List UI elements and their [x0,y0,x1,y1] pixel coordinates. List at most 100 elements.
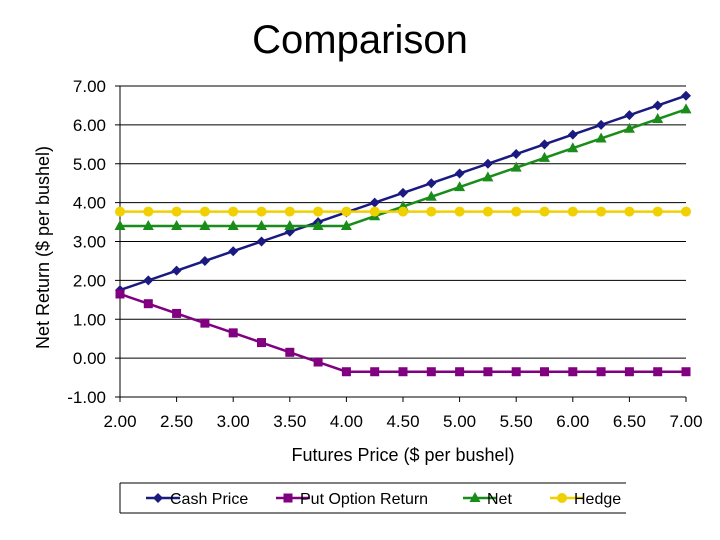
data-point-net [227,219,239,230]
data-point-cash-price [228,246,239,257]
data-point-put-option-return [511,367,521,377]
data-point-hedge [228,206,239,217]
data-point-put-option-return [596,367,606,377]
x-tick-label: 5.50 [500,412,533,431]
legend-swatch-marker [469,492,481,502]
data-point-hedge [652,206,663,217]
x-tick-labels: 2.00 2.50 3.00 3.50 4.00 4.50 5.00 5.50 6.00 6.50… [103,412,702,431]
data-point-net [652,113,664,124]
y-tick-label: 1.00 [73,310,106,329]
data-point-hedge [369,206,380,217]
data-point-put-option-return [172,308,182,318]
data-point-net [680,103,692,114]
y-tick-label: 2.00 [73,271,106,290]
data-point-hedge [539,206,550,217]
legend: Cash Price Put Option Return Net Hedge [119,482,626,514]
series-cash-price [115,90,691,296]
data-point-put-option-return [228,328,238,338]
data-point-hedge [143,206,154,217]
data-point-put-option-return [653,367,663,377]
y-tick-label: 0.00 [73,349,106,368]
y-tick-label: 4.00 [73,194,106,213]
legend-item-put-option-return: Put Option Return [276,491,428,508]
legend-label-hedge: Hedge [574,491,621,508]
data-point-cash-price [398,187,408,198]
data-point-put-option-return [200,318,210,328]
data-point-net [482,171,494,182]
legend-swatch-marker [153,493,163,503]
y-axis-label: Net Return ($ per bushel) [33,146,53,349]
data-point-net [312,219,324,230]
data-point-hedge [681,206,691,217]
data-point-net [256,219,267,230]
data-point-cash-price [681,90,691,101]
data-point-hedge [341,206,352,217]
data-point-hedge [284,206,295,217]
data-point-put-option-return [285,347,295,357]
y-tick-label: 6.00 [73,116,106,135]
series-layer [114,90,692,377]
data-point-put-option-return [341,367,351,377]
data-point-cash-price [256,236,267,247]
data-point-cash-price [482,158,493,169]
data-point-hedge [511,206,522,217]
y-tick-label: 7.00 [73,77,106,96]
data-point-hedge [115,206,125,217]
series-hedge [115,206,691,217]
gridlines [115,85,686,398]
data-point-net [623,122,635,133]
data-point-put-option-return [370,367,380,377]
data-point-put-option-return [313,357,323,367]
data-point-net [199,219,211,230]
data-point-hedge [454,206,465,217]
data-point-hedge [426,206,437,217]
data-point-put-option-return [257,338,266,348]
data-point-net [567,142,579,153]
data-point-put-option-return [540,367,549,377]
data-point-hedge [171,206,182,217]
data-point-cash-price [511,149,522,160]
data-point-put-option-return [115,289,125,299]
data-point-cash-price [369,197,380,208]
legend-item-net: Net [463,491,512,508]
data-point-cash-price [567,129,578,140]
legend-swatch-marker [283,493,293,503]
series-put-option-return [115,289,691,377]
data-point-hedge [256,206,267,217]
series-net [114,103,692,230]
y-tick-label: 3.00 [73,233,106,252]
chart-title: Comparison [252,18,468,62]
y-tick-label: -1.00 [67,388,106,407]
data-point-net [142,219,154,230]
data-point-hedge [567,206,578,217]
data-point-hedge [482,206,493,217]
y-tick-labels: -1.00 0.00 1.00 2.00 3.00 4.00 5.00 6.00 7.00 [67,77,106,407]
legend-item-cash-price: Cash Price [146,491,248,508]
data-point-cash-price [171,265,182,276]
x-tick-label: 3.00 [217,412,250,431]
data-point-put-option-return [455,367,465,377]
x-tick-label: 6.00 [556,412,589,431]
x-tick-label: 4.00 [330,412,363,431]
data-point-hedge [624,206,635,217]
legend-item-hedge: Hedge [550,491,621,508]
data-point-cash-price [539,139,550,150]
axes [119,86,687,402]
data-point-put-option-return [624,367,634,377]
x-tick-label: 4.50 [386,412,419,431]
data-point-net [539,151,550,162]
x-tick-label: 6.50 [613,412,646,431]
data-point-net [454,181,466,192]
series-line-put-option-return [119,292,686,373]
x-tick-label: 2.00 [103,412,136,431]
legend-label-put-option-return: Put Option Return [300,491,428,508]
data-point-cash-price [426,178,437,189]
data-point-put-option-return [426,367,436,377]
data-point-put-option-return [681,367,691,377]
x-tick-label: 2.50 [160,412,193,431]
y-tick-label: 5.00 [73,155,106,174]
data-point-cash-price [199,255,210,266]
data-point-net [171,219,183,230]
x-tick-label: 3.50 [273,412,306,431]
